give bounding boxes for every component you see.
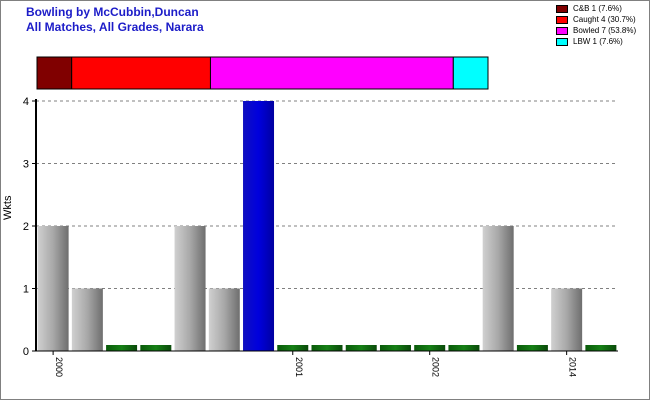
x-tick-label: 2002: [431, 357, 441, 377]
y-tick-label: 0: [23, 346, 29, 358]
y-tick-label: 2: [23, 221, 29, 233]
legend-label-bowled: Bowled 7 (53.8%): [573, 26, 637, 35]
bar-zero: [448, 345, 480, 351]
bar: [551, 288, 583, 351]
bar-zero: [277, 345, 309, 351]
bar-zero: [379, 345, 411, 351]
x-tick-label: 2014: [568, 357, 578, 377]
stack-segment-cb: [36, 56, 73, 90]
legend-label-lbw: LBW 1 (7.6%): [573, 37, 623, 46]
bar: [208, 288, 240, 351]
bar: [174, 226, 206, 351]
x-tick-label: 2001: [294, 357, 304, 377]
legend-swatch-cnb: [556, 5, 568, 13]
stack-segment-caught: [71, 56, 211, 90]
bar-zero: [140, 345, 172, 351]
bar-zero: [311, 345, 343, 351]
chart-subtitle: All Matches, All Grades, Narara: [26, 20, 204, 34]
bar: [71, 288, 103, 351]
chart-title: Bowling by McCubbin,Duncan: [26, 5, 199, 19]
legend-label-caught: Caught 4 (30.7%): [573, 15, 636, 24]
x-tick-label: 2000: [54, 357, 64, 377]
bar: [482, 226, 514, 351]
bar-zero: [414, 345, 446, 351]
bar-zero: [516, 345, 548, 351]
y-tick-label: 1: [23, 284, 29, 296]
legend-swatch-caught: [556, 16, 568, 24]
bar-highlight: [243, 101, 275, 351]
bar-zero: [345, 345, 377, 351]
y-tick-label: 4: [23, 96, 29, 108]
legend-label-cnb: C&B 1 (7.6%): [573, 4, 622, 13]
bar: [37, 226, 69, 351]
legend-swatch-lbw: [556, 38, 568, 46]
stack-segment-lbw: [452, 56, 489, 90]
bar-zero: [106, 345, 138, 351]
y-tick-label: 3: [23, 159, 29, 171]
legend-swatch-bowled: [556, 27, 568, 35]
bar-zero: [585, 345, 617, 351]
stack-segment-bowled: [209, 56, 454, 90]
